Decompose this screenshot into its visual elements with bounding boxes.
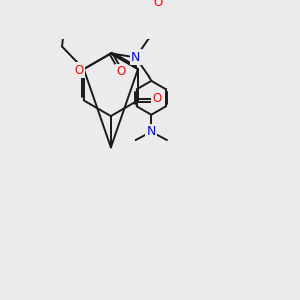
Text: N: N	[147, 125, 156, 138]
Text: N: N	[131, 51, 140, 64]
Text: O: O	[154, 0, 163, 9]
Text: O: O	[74, 64, 84, 77]
Text: O: O	[152, 92, 161, 105]
Text: O: O	[116, 65, 126, 78]
